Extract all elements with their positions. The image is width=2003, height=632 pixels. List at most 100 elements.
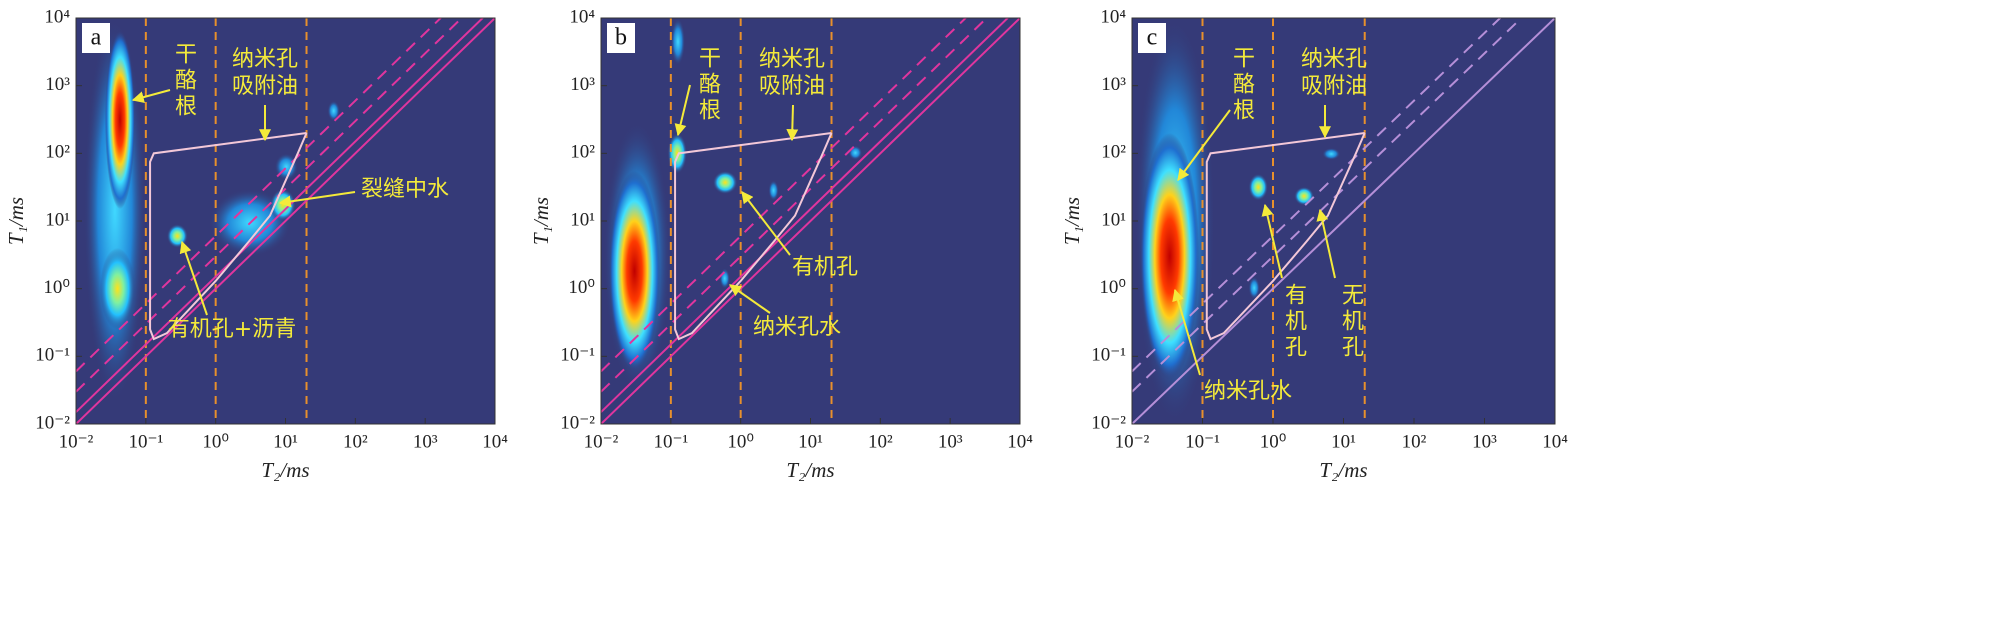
heat-peak [667, 132, 687, 174]
annotation: 纳米孔 [759, 47, 825, 72]
panel: 10⁻² 10⁻¹ 10⁰ 10¹ 10² 10³ 10⁴ 10⁻² 10⁻¹ 10⁰ 10¹ 10²… [529, 6, 1033, 482]
annotation: 有机孔 [792, 255, 858, 280]
region-outline [149, 131, 308, 341]
y-tick-label: 10¹ [1101, 209, 1126, 230]
heat-peak [712, 170, 738, 195]
annotation: 干酪根 [171, 42, 197, 120]
annotation-arrow [1172, 288, 1201, 376]
annotation-arrow [786, 104, 799, 142]
annotation: 干酪根 [1229, 46, 1255, 124]
panel-label: a [91, 25, 102, 51]
annotation-arrow [674, 84, 691, 137]
x-tick-label: 10⁻¹ [653, 431, 688, 452]
x-tick-label: 10⁻² [584, 431, 619, 452]
panel-label: b [615, 25, 627, 51]
y-tick-label: 10³ [1101, 74, 1126, 95]
x-tick-label: 10⁻² [59, 431, 94, 452]
panel-label-box [1138, 23, 1166, 53]
annotation: 纳米孔 [232, 47, 298, 72]
x-tick-label: 10⁻¹ [1185, 431, 1220, 452]
y-tick-label: 10⁰ [43, 277, 70, 298]
annotation: 纳米孔水 [753, 315, 841, 340]
annotation-arrow [1316, 208, 1336, 279]
heat-peak [99, 247, 136, 330]
heat-peak [1294, 186, 1314, 206]
heat-peak [719, 268, 730, 289]
diagonal [601, 18, 1020, 424]
x-tick-label: 10³ [938, 431, 963, 452]
x-tick-label: 10⁻¹ [128, 431, 163, 452]
diagonal [601, 18, 1010, 413]
y-tick-label: 10⁻¹ [1091, 345, 1126, 366]
diagonal [76, 18, 485, 413]
heat-peak [166, 224, 188, 248]
diagonal [1132, 18, 1523, 393]
x-tick-label: 10² [343, 431, 368, 452]
x-tick-label: 10⁻² [1115, 431, 1150, 452]
annotation: 纳米孔水 [1204, 379, 1292, 404]
y-tick-label: 10⁰ [568, 277, 595, 298]
annotation: 吸附油 [232, 74, 298, 99]
heat-peak [1248, 173, 1269, 201]
heat-peak [848, 145, 863, 160]
x-tick-label: 10⁴ [1007, 431, 1033, 452]
heat-peak [1248, 276, 1260, 300]
y-tick-label: 10⁴ [44, 6, 70, 27]
panel: 10⁻² 10⁻¹ 10⁰ 10¹ 10² 10³ 10⁴ 10⁻² 10⁻¹ 10⁰ 10¹ 10²… [4, 6, 508, 482]
annotation-arrow [741, 191, 791, 256]
y-tick-label: 10¹ [45, 209, 70, 230]
x-tick-label: 10¹ [1331, 431, 1356, 452]
y-tick-label: 10⁴ [569, 6, 595, 27]
diagonal [76, 18, 443, 373]
y-tick-label: 10⁻¹ [35, 345, 70, 366]
y-tick-label: 10¹ [570, 209, 595, 230]
annotation: 吸附油 [1301, 74, 1367, 99]
x-tick-label: 10⁴ [482, 431, 508, 452]
plot-area [76, 18, 495, 424]
annotation: 吸附油 [759, 74, 825, 99]
y-tick-label: 10³ [45, 74, 70, 95]
diagonal [601, 18, 989, 393]
diagonal [76, 18, 495, 424]
y-tick-label: 10⁻² [1091, 412, 1126, 433]
heat-peak [768, 180, 779, 201]
plot-area [1132, 18, 1555, 424]
x-tick-label: 10³ [1472, 431, 1497, 452]
x-tick-label: 10⁰ [202, 431, 229, 452]
region-outline [1205, 131, 1366, 341]
y-axis-label: T₁/ms [529, 197, 553, 245]
annotation: 无机孔 [1338, 283, 1364, 361]
y-tick-label: 10² [1101, 142, 1126, 163]
y-tick-label: 10⁴ [1100, 6, 1126, 27]
annotation: 干酪根 [695, 46, 721, 124]
x-axis-label: T₂/ms [1319, 458, 1367, 482]
x-tick-label: 10⁴ [1542, 431, 1568, 452]
panel: 10⁻² 10⁻¹ 10⁰ 10¹ 10² 10³ 10⁴ 10⁻² 10⁻¹ 10⁰ 10¹ 10²… [1060, 6, 1568, 482]
x-axis-label: T₂/ms [786, 458, 834, 482]
heat-peak [104, 30, 136, 210]
region-outline [674, 131, 833, 341]
panel-label: c [1147, 25, 1158, 51]
diagonal [1132, 18, 1502, 373]
y-tick-label: 10² [570, 142, 595, 163]
annotation: 纳米孔 [1301, 47, 1367, 72]
x-tick-label: 10¹ [798, 431, 823, 452]
x-tick-label: 10⁰ [1260, 431, 1287, 452]
annotation-arrow [1177, 109, 1231, 181]
heat-peak [327, 100, 340, 122]
y-axis-label: T₁/ms [4, 197, 28, 245]
annotation: 裂缝中水 [361, 177, 449, 202]
y-tick-label: 10³ [570, 74, 595, 95]
heat-peak [670, 18, 686, 66]
y-tick-label: 10⁻¹ [560, 345, 595, 366]
annotation-arrow [1261, 203, 1283, 279]
y-tick-label: 10⁻² [560, 412, 595, 433]
x-axis-label: T₂/ms [261, 458, 309, 482]
heat-peak [1140, 132, 1200, 380]
annotation-arrow [729, 284, 771, 314]
annotation: 有机孔+沥青 [168, 317, 296, 342]
plot-area [601, 18, 1020, 424]
annotation-arrow [179, 240, 208, 316]
x-tick-label: 10¹ [273, 431, 298, 452]
